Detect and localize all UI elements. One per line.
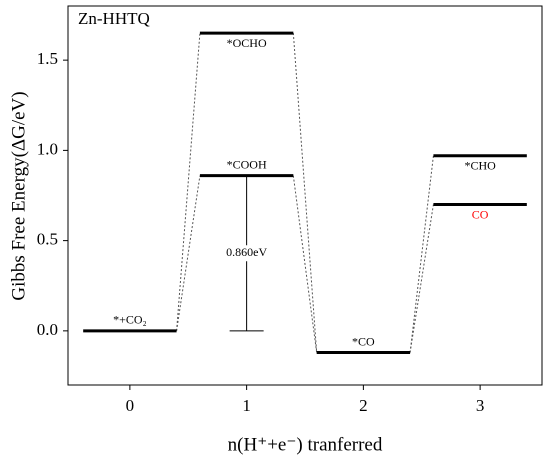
level-label: *CO	[352, 334, 375, 348]
connector	[292, 175, 318, 353]
y-tick-label: 0.5	[37, 230, 58, 249]
connector	[176, 33, 201, 331]
y-axis-label: Gibbs Free Energy(ΔG/eV)	[8, 91, 29, 300]
gap-label-bg	[220, 245, 273, 262]
level-label: CO	[472, 207, 489, 221]
level-label: *+CO₂	[113, 313, 147, 327]
chart-title: Zn-HHTQ	[78, 9, 150, 28]
connector	[292, 33, 318, 353]
y-tick-label: 1.0	[37, 139, 58, 158]
gap-label: 0.860eV	[226, 245, 267, 259]
plot-frame	[67, 5, 543, 386]
x-tick-label: 0	[126, 396, 135, 415]
y-tick-label: 0.0	[37, 320, 58, 339]
connector	[409, 155, 434, 353]
connector	[176, 175, 201, 331]
x-tick-label: 2	[359, 396, 368, 415]
x-tick-label: 3	[476, 396, 485, 415]
level-label: *COOH	[227, 157, 267, 171]
level-label: *CHO	[464, 159, 496, 173]
y-tick-label: 1.5	[37, 49, 58, 68]
level-label: *OCHO	[227, 36, 267, 50]
x-axis-label: n(H⁺+e⁻) tranferred	[228, 434, 383, 455]
connector	[409, 204, 434, 353]
x-tick-label: 1	[242, 396, 251, 415]
